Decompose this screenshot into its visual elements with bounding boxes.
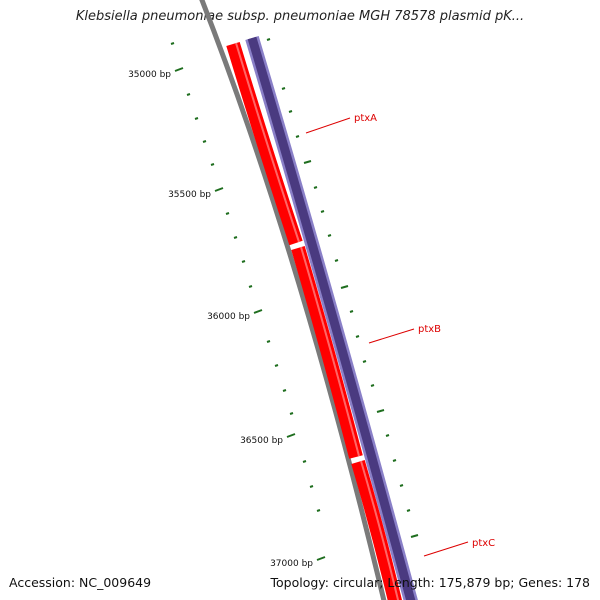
minor-tick xyxy=(334,259,339,262)
gene-block-ptxA-highlight xyxy=(235,42,300,243)
scale-label: 37000 bp xyxy=(270,559,313,569)
minor-tick xyxy=(266,38,271,41)
gene-labels: ptxA ptxB ptxC xyxy=(305,113,495,557)
accession-text: Accession: NC_009649 xyxy=(9,575,152,590)
gene-block-ptxA xyxy=(226,41,303,246)
minor-tick xyxy=(266,340,271,343)
label-leader-line xyxy=(423,541,469,557)
gene-label-ptxC[interactable]: ptxC xyxy=(472,538,495,549)
scale-label: 35000 bp xyxy=(128,70,171,80)
minor-tick xyxy=(313,186,318,189)
major-tick xyxy=(376,409,385,413)
minor-tick xyxy=(316,509,321,512)
minor-tick xyxy=(355,335,360,338)
minor-tick xyxy=(399,484,404,487)
map-title: Klebsiella pneumoniae subsp. pneumoniae … xyxy=(75,9,525,24)
minor-tick xyxy=(349,310,354,313)
minor-tick xyxy=(320,210,325,213)
minor-tick xyxy=(309,485,314,488)
minor-tick xyxy=(194,117,199,120)
scale-ticks: 35000 bp 35500 bp 36000 bp 36500 bp 37000 bp xyxy=(128,38,419,569)
gene-block-ptxB xyxy=(291,246,363,459)
gene-block-ptxC-highlight xyxy=(360,460,400,600)
major-tick xyxy=(214,187,224,192)
minor-tick xyxy=(170,42,175,45)
minor-tick xyxy=(282,389,287,392)
minor-tick xyxy=(202,140,207,143)
major-tick xyxy=(316,556,326,561)
minor-tick xyxy=(295,135,300,138)
gene-block-ptxB-highlight xyxy=(300,246,360,457)
minor-tick xyxy=(274,364,279,367)
minor-tick xyxy=(233,236,238,239)
minor-tick xyxy=(248,285,253,288)
minor-tick xyxy=(225,212,230,215)
major-tick xyxy=(286,433,296,438)
label-leader-line xyxy=(305,117,351,134)
minor-tick xyxy=(241,260,246,263)
minor-tick xyxy=(362,360,367,363)
minor-tick xyxy=(186,93,191,96)
minor-tick xyxy=(302,460,307,463)
minor-tick xyxy=(385,434,390,437)
gene-label-ptxB[interactable]: ptxB xyxy=(418,324,441,335)
minor-tick xyxy=(370,384,375,387)
minor-tick xyxy=(281,87,286,90)
scale-label: 36000 bp xyxy=(207,312,250,322)
major-tick xyxy=(253,309,263,314)
topology-stats: Topology: circular; Length: 175,879 bp; … xyxy=(270,575,591,590)
feature-tracks xyxy=(199,0,418,600)
major-tick xyxy=(410,534,419,538)
minor-tick xyxy=(392,459,397,462)
scale-label: 36500 bp xyxy=(240,436,283,446)
major-tick xyxy=(303,160,312,164)
label-leader-line xyxy=(368,328,415,344)
minor-tick xyxy=(327,234,332,237)
minor-tick xyxy=(210,163,215,166)
gene-block-ptxC xyxy=(351,460,402,600)
minor-tick xyxy=(406,509,411,512)
major-tick xyxy=(174,67,184,72)
major-tick xyxy=(340,285,349,289)
minor-tick xyxy=(289,412,294,415)
orf-track xyxy=(247,36,416,600)
scale-label: 35500 bp xyxy=(168,190,211,200)
backbone-line xyxy=(199,0,387,600)
minor-tick xyxy=(288,110,293,113)
gene-label-ptxA[interactable]: ptxA xyxy=(354,113,377,124)
